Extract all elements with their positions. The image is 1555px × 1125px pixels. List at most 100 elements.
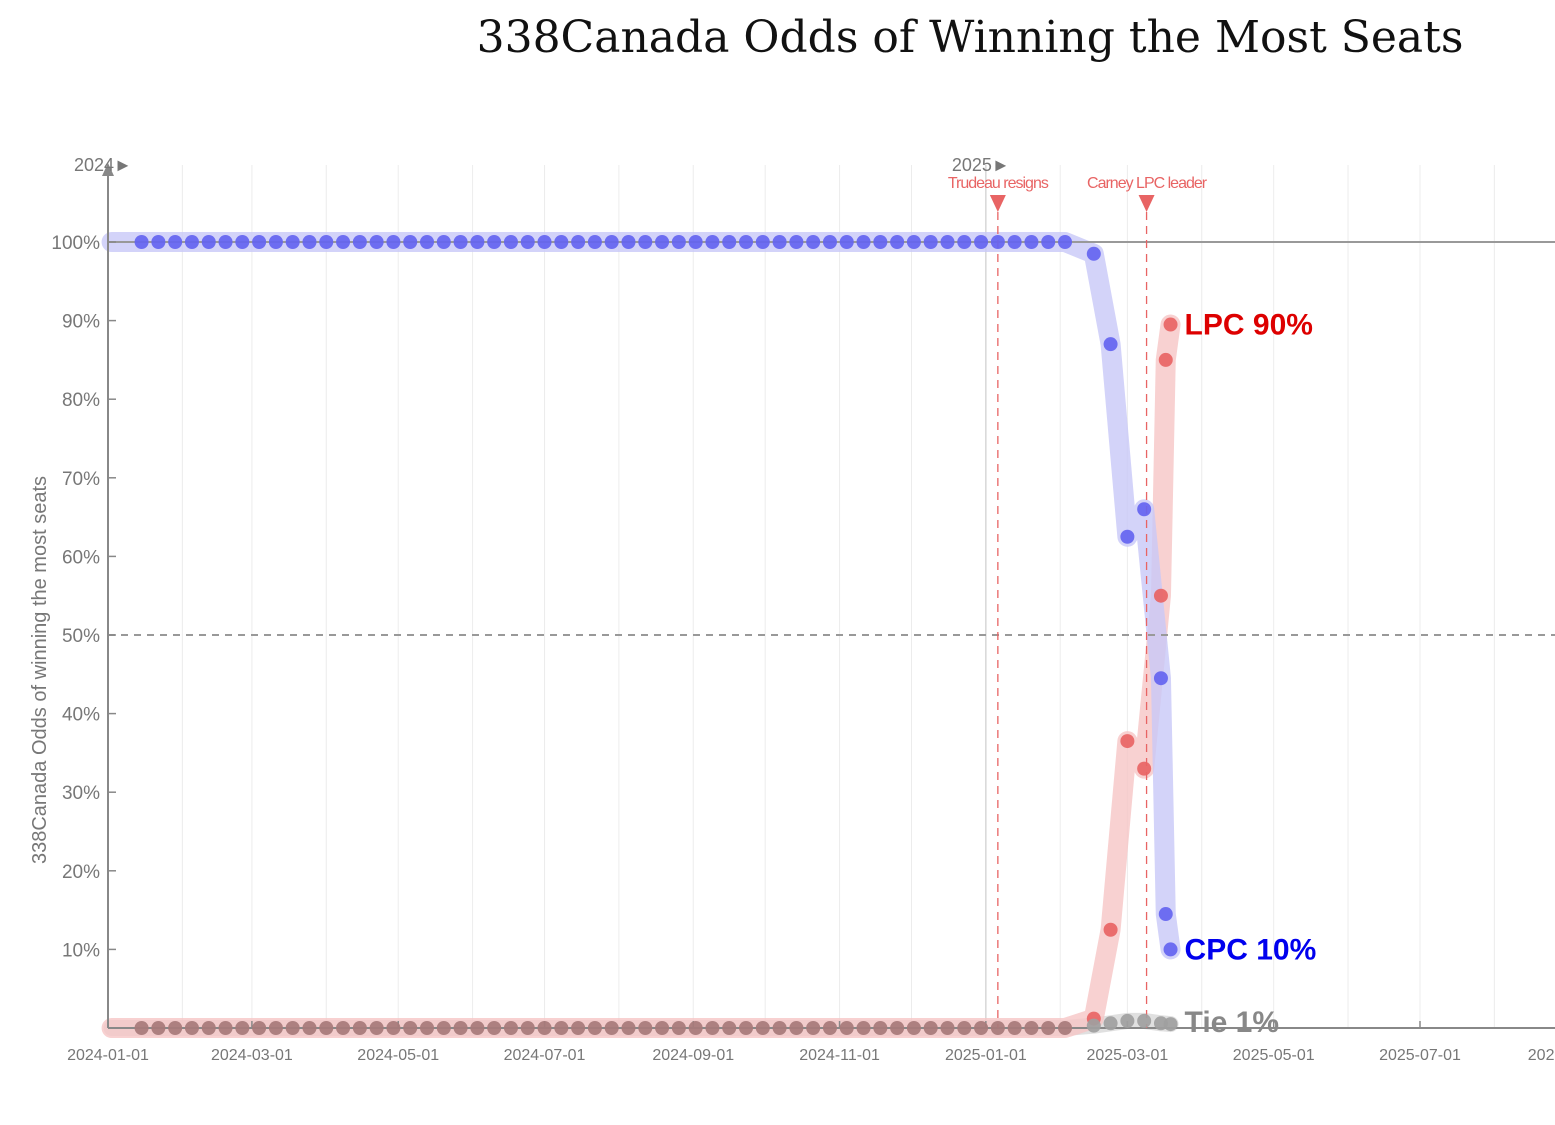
point-lpc bbox=[168, 1021, 183, 1035]
point-lpc bbox=[1163, 317, 1178, 332]
y-tick-label: 60% bbox=[62, 547, 100, 568]
event-triangle bbox=[989, 195, 1006, 212]
point-cpc bbox=[856, 235, 871, 249]
point-cpc bbox=[1137, 502, 1152, 517]
point-cpc bbox=[739, 235, 754, 249]
y-tick-label: 10% bbox=[62, 940, 100, 961]
point-lpc bbox=[1041, 1021, 1056, 1035]
point-cpc bbox=[638, 235, 653, 249]
point-lpc bbox=[789, 1021, 804, 1035]
point-lpc bbox=[839, 1021, 854, 1035]
point-tie bbox=[1137, 1013, 1152, 1028]
point-lpc bbox=[268, 1021, 283, 1035]
point-lpc bbox=[739, 1021, 754, 1035]
point-tie bbox=[1163, 1017, 1178, 1032]
point-cpc bbox=[604, 235, 619, 249]
x-tick-label: 2024-05-01 bbox=[357, 1047, 439, 1064]
point-lpc bbox=[990, 1021, 1005, 1035]
point-cpc bbox=[386, 235, 401, 249]
point-lpc bbox=[336, 1021, 351, 1035]
point-lpc bbox=[352, 1021, 367, 1035]
point-cpc bbox=[755, 235, 770, 249]
point-cpc bbox=[923, 235, 938, 249]
point-lpc bbox=[688, 1021, 703, 1035]
point-cpc bbox=[302, 235, 317, 249]
point-cpc bbox=[285, 235, 300, 249]
point-lpc bbox=[403, 1021, 418, 1035]
point-cpc bbox=[822, 235, 837, 249]
point-lpc bbox=[587, 1021, 602, 1035]
point-lpc bbox=[285, 1021, 300, 1035]
chart-title: 338Canada Odds of Winning the Most Seats bbox=[476, 12, 1464, 63]
data-points bbox=[134, 235, 1178, 1035]
x-tick-label: 2025-07-01 bbox=[1379, 1047, 1461, 1064]
point-lpc bbox=[537, 1021, 552, 1035]
point-cpc bbox=[789, 235, 804, 249]
point-lpc bbox=[1058, 1021, 1073, 1035]
point-lpc bbox=[1120, 734, 1135, 749]
point-lpc bbox=[420, 1021, 435, 1035]
point-lpc bbox=[638, 1021, 653, 1035]
point-lpc bbox=[940, 1021, 955, 1035]
y-tick-label: 20% bbox=[62, 862, 100, 883]
point-lpc bbox=[470, 1021, 485, 1035]
point-cpc bbox=[655, 235, 670, 249]
point-cpc bbox=[974, 235, 989, 249]
point-lpc bbox=[671, 1021, 686, 1035]
point-cpc bbox=[134, 235, 149, 249]
end-label-cpc: CPC 10% bbox=[1185, 933, 1317, 966]
point-cpc bbox=[436, 235, 451, 249]
point-cpc bbox=[1153, 671, 1168, 686]
point-cpc bbox=[369, 235, 384, 249]
y-tick-label: 100% bbox=[51, 233, 100, 254]
point-cpc bbox=[705, 235, 720, 249]
x-tick-label: 2025-05-01 bbox=[1233, 1047, 1315, 1064]
point-lpc bbox=[386, 1021, 401, 1035]
point-lpc bbox=[806, 1021, 821, 1035]
point-lpc bbox=[1153, 588, 1168, 603]
point-cpc bbox=[906, 235, 921, 249]
point-cpc bbox=[336, 235, 351, 249]
band-cpc bbox=[101, 232, 1181, 960]
point-lpc bbox=[503, 1021, 518, 1035]
y-axis-arrow bbox=[102, 163, 114, 176]
point-cpc bbox=[201, 235, 216, 249]
point-cpc bbox=[319, 235, 334, 249]
x-tick-label: 2024-03-01 bbox=[211, 1047, 293, 1064]
point-lpc bbox=[873, 1021, 888, 1035]
point-lpc bbox=[134, 1021, 149, 1035]
point-cpc bbox=[873, 235, 888, 249]
point-lpc bbox=[1137, 761, 1152, 776]
point-cpc bbox=[487, 235, 502, 249]
point-cpc bbox=[621, 235, 636, 249]
y-tick-label: 30% bbox=[62, 783, 100, 804]
point-lpc bbox=[1024, 1021, 1039, 1035]
point-lpc bbox=[957, 1021, 972, 1035]
point-lpc bbox=[772, 1021, 787, 1035]
point-lpc bbox=[923, 1021, 938, 1035]
point-cpc bbox=[184, 235, 199, 249]
point-cpc bbox=[587, 235, 602, 249]
point-cpc bbox=[1163, 942, 1178, 957]
point-cpc bbox=[671, 235, 686, 249]
point-cpc bbox=[503, 235, 518, 249]
point-cpc bbox=[218, 235, 233, 249]
y-tick-label: 50% bbox=[62, 626, 100, 647]
point-lpc bbox=[1007, 1021, 1022, 1035]
y-tick-label: 90% bbox=[62, 312, 100, 333]
point-lpc bbox=[252, 1021, 267, 1035]
point-cpc bbox=[722, 235, 737, 249]
point-cpc bbox=[554, 235, 569, 249]
point-lpc bbox=[151, 1021, 166, 1035]
point-cpc bbox=[1024, 235, 1039, 249]
band-lpc bbox=[101, 314, 1181, 1038]
point-lpc bbox=[890, 1021, 905, 1035]
point-cpc bbox=[1103, 337, 1118, 352]
point-cpc bbox=[352, 235, 367, 249]
x-tick-label: 2024-09-01 bbox=[652, 1047, 734, 1064]
point-tie bbox=[1120, 1013, 1135, 1028]
point-cpc bbox=[268, 235, 283, 249]
event-label: Trudeau resigns bbox=[948, 175, 1049, 192]
point-lpc bbox=[1103, 922, 1118, 937]
